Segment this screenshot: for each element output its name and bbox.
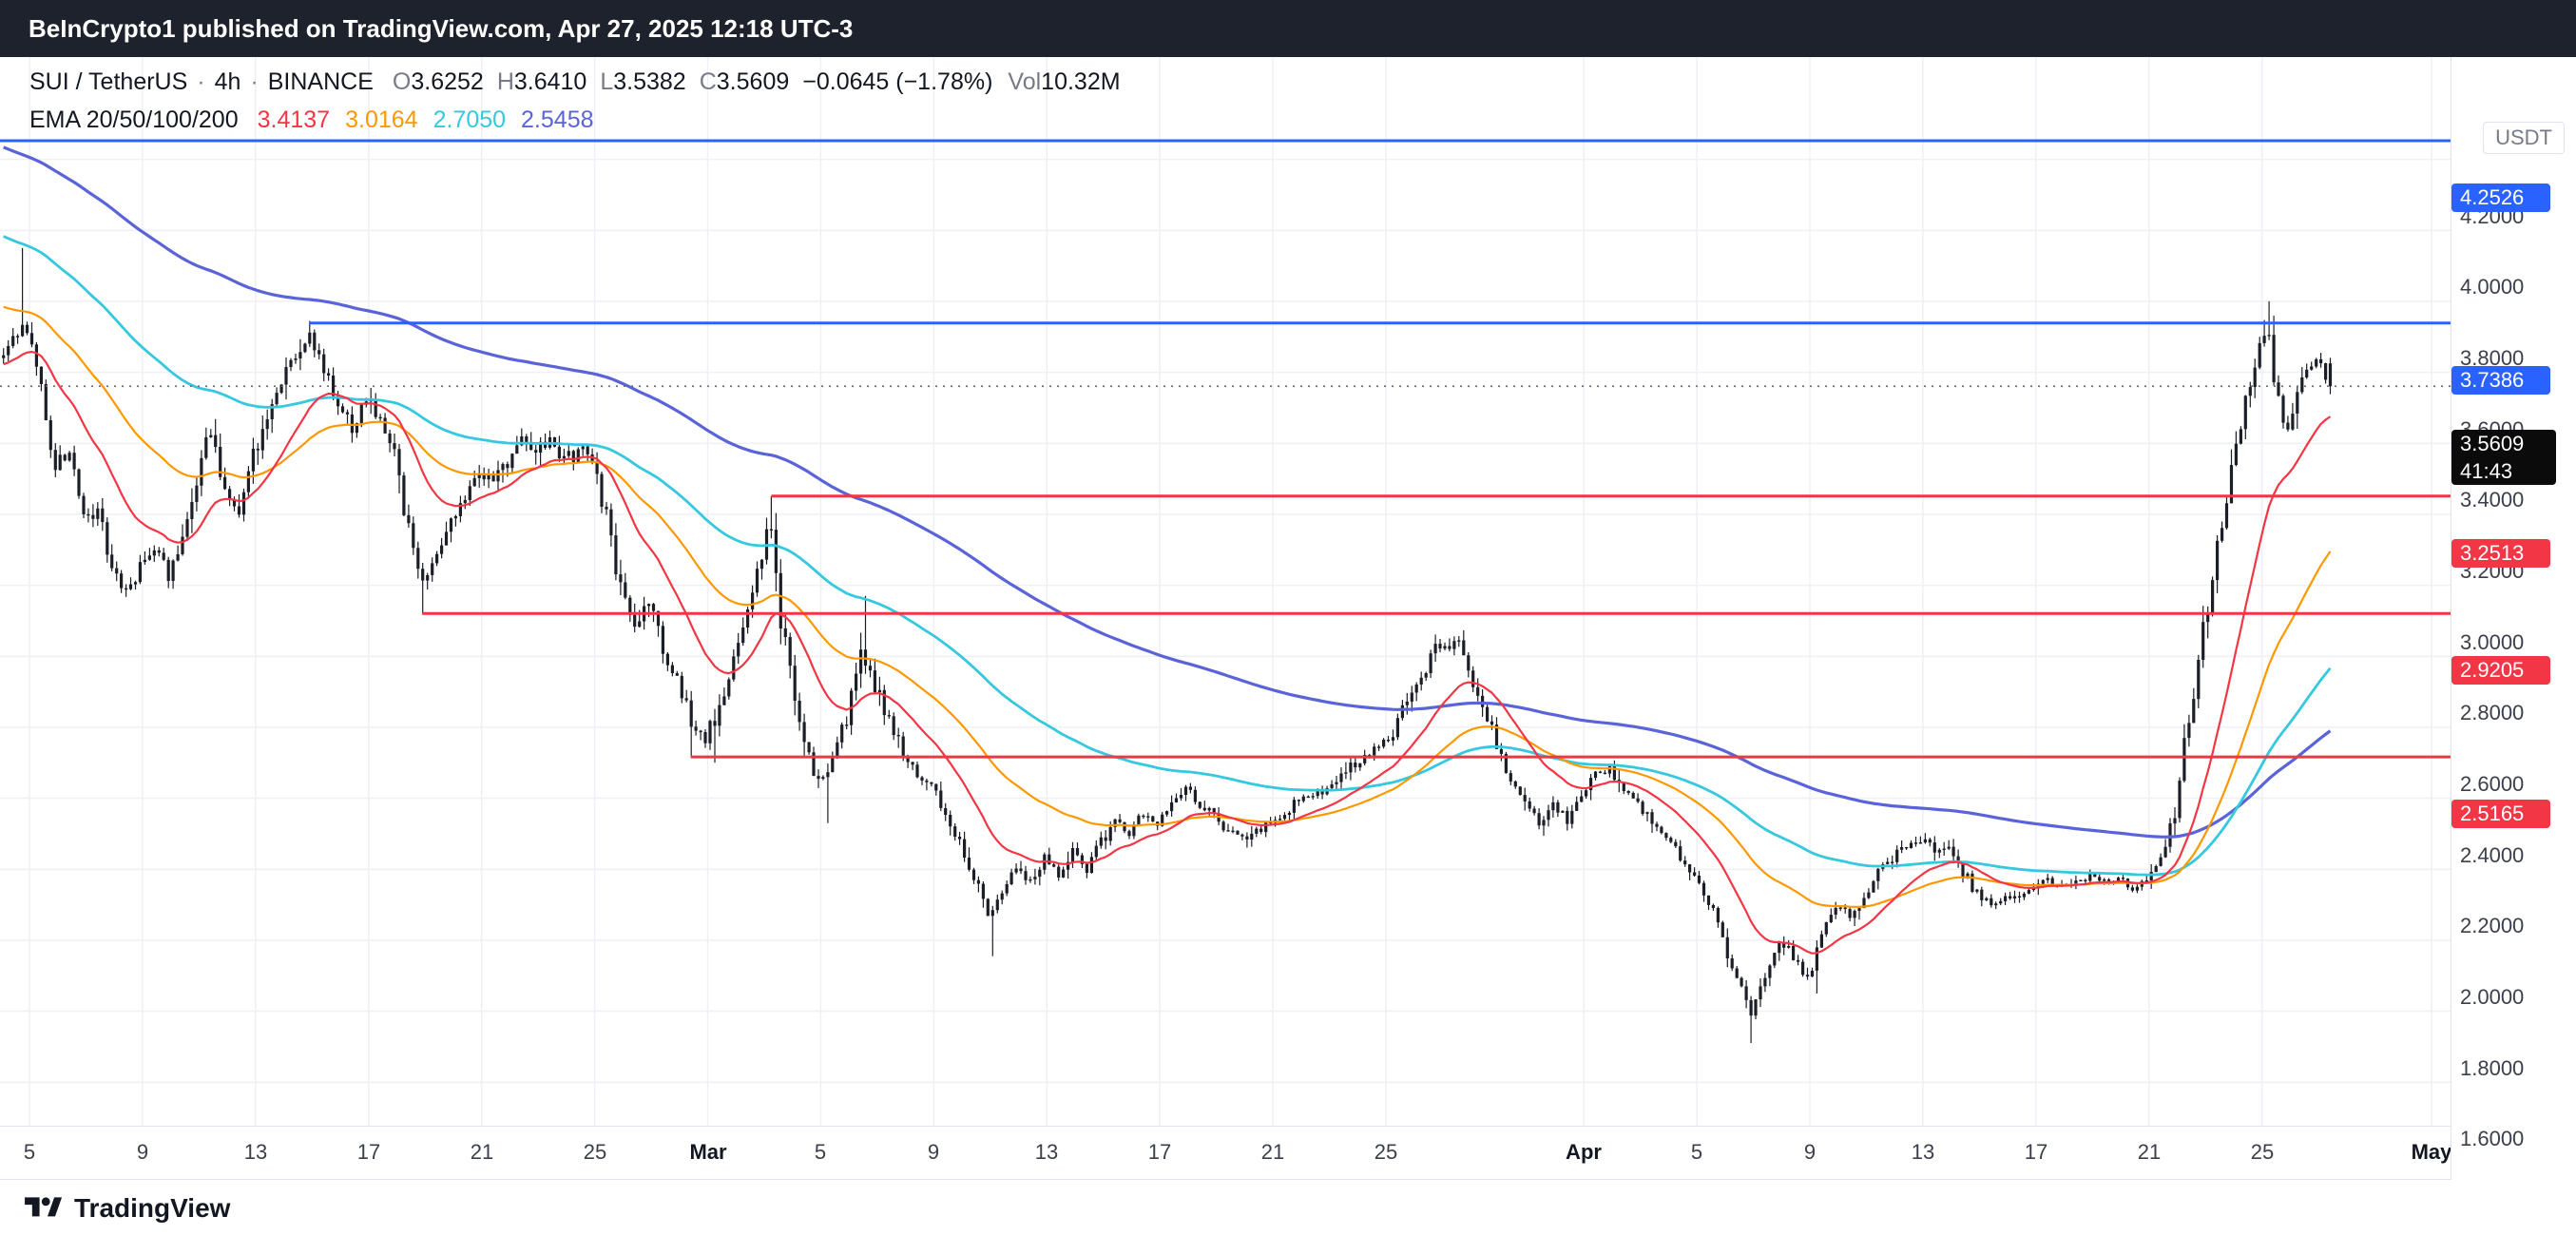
current-price-badge: 3.5609 41:43 <box>2451 430 2556 485</box>
interval-label[interactable]: 4h <box>214 68 241 95</box>
time-tick-label: 5 <box>814 1140 827 1164</box>
price-level-badge: 3.7386 <box>2451 366 2550 395</box>
price-level-badge: 2.5165 <box>2451 800 2550 828</box>
time-tick-label: Mar <box>689 1140 727 1164</box>
time-tick-label: May <box>2411 1140 2452 1164</box>
price-tick-label: 2.8000 <box>2460 701 2525 724</box>
price-level-badge: 2.9205 <box>2451 656 2550 685</box>
time-tick-label: 25 <box>1374 1140 1398 1164</box>
time-tick-label: 9 <box>136 1140 149 1164</box>
low-label: L <box>600 68 614 95</box>
time-axis[interactable]: 5 9 13 17 21 25 Mar 5 9 13 17 21 25 Apr 5 9 13 17 21 25 May <box>0 1126 2576 1179</box>
volume-label: Vol <box>1008 68 1042 95</box>
price-tick-label: 2.2000 <box>2460 914 2525 937</box>
time-tick-label: 21 <box>1260 1140 1285 1164</box>
time-tick-label: Apr <box>1566 1140 1602 1164</box>
time-tick-label: 21 <box>470 1140 494 1164</box>
price-tick-label: 2.4000 <box>2460 843 2525 867</box>
ema-indicator-label[interactable]: EMA 20/50/100/200 <box>29 106 239 133</box>
ema-50-line <box>3 305 2332 909</box>
price-tick-label: 3.8000 <box>2460 346 2525 370</box>
candlestick-plot[interactable] <box>0 57 2451 1126</box>
publish-title: BeInCrypto1 published on TradingView.com… <box>29 14 854 43</box>
ema-20-line <box>3 350 2332 955</box>
price-axis[interactable]: USDT 4.20004.00003.80003.60003.40003.200… <box>2451 114 2576 1183</box>
time-tick-label: 5 <box>23 1140 36 1164</box>
high-label: H <box>496 68 514 95</box>
low-value: 3.5382 <box>613 68 686 95</box>
chart-legend: SUI / TetherUS · 4h · BINANCE O3.6252 H3.6410 L… <box>29 63 1134 139</box>
ema200-value: 2.5458 <box>521 106 594 133</box>
ema20-value: 3.4137 <box>257 106 331 133</box>
close-value: 3.5609 <box>716 68 790 95</box>
price-tick-label: 3.0000 <box>2460 630 2525 654</box>
time-tick-label: 21 <box>2137 1140 2162 1164</box>
time-tick-label: 25 <box>583 1140 607 1164</box>
current-price-value: 3.5609 <box>2460 432 2525 455</box>
high-value: 3.6410 <box>513 68 587 95</box>
time-tick-label: 13 <box>243 1140 268 1164</box>
grid-lines <box>0 57 2451 1126</box>
ema100-value: 2.7050 <box>433 106 507 133</box>
footer-bar: TradingView <box>0 1179 2576 1236</box>
time-tick-label: 13 <box>1911 1140 1935 1164</box>
change-value: −0.0645 (−1.78%) <box>802 68 993 95</box>
exchange-label: BINANCE <box>267 68 374 95</box>
time-tick-label: 9 <box>1803 1140 1817 1164</box>
ema-indicator-row: EMA 20/50/100/200 3.4137 3.0164 2.7050 2.545… <box>29 101 1134 139</box>
ema-200-line <box>3 145 2332 839</box>
time-tick-label: 17 <box>356 1140 381 1164</box>
candles <box>2 247 2333 1044</box>
price-tick-label: 2.0000 <box>2460 985 2525 1009</box>
price-level-badge: 3.2513 <box>2451 539 2550 568</box>
price-tick-label: 4.0000 <box>2460 275 2525 299</box>
brand-name: TradingView <box>74 1192 231 1223</box>
price-level-badge: 4.2526 <box>2451 183 2550 212</box>
open-label: O <box>392 68 412 95</box>
ema50-value: 3.0164 <box>345 106 418 133</box>
chart-area[interactable]: SUI / TetherUS · 4h · BINANCE O3.6252 H3.6410 L… <box>0 57 2576 1183</box>
price-tick-label: 3.4000 <box>2460 488 2525 512</box>
open-value: 3.6252 <box>411 68 484 95</box>
tradingview-logo[interactable]: TradingView <box>25 1193 230 1224</box>
tradingview-logo-icon <box>25 1197 63 1217</box>
price-tick-label: 1.8000 <box>2460 1056 2525 1080</box>
time-tick-label: 17 <box>2024 1140 2048 1164</box>
close-label: C <box>699 68 717 95</box>
separator-dot: · <box>197 68 205 95</box>
separator-dot: · <box>250 68 259 95</box>
publish-header: BeInCrypto1 published on TradingView.com… <box>0 0 2576 57</box>
symbol-title[interactable]: SUI / TetherUS <box>29 68 188 95</box>
price-tick-label: 2.6000 <box>2460 772 2525 796</box>
ema-100-line <box>3 235 2332 877</box>
time-tick-label: 9 <box>927 1140 940 1164</box>
bar-countdown: 41:43 <box>2460 459 2513 483</box>
volume-value: 10.32M <box>1041 68 1121 95</box>
symbol-row: SUI / TetherUS · 4h · BINANCE O3.6252 H3.6410 L… <box>29 63 1134 101</box>
time-tick-label: 13 <box>1034 1140 1059 1164</box>
time-tick-label: 25 <box>2250 1140 2275 1164</box>
quote-currency-toggle[interactable]: USDT <box>2483 122 2565 154</box>
price-tick-label: 1.6000 <box>2460 1127 2525 1150</box>
time-tick-label: 5 <box>1690 1140 1703 1164</box>
time-tick-label: 17 <box>1147 1140 1172 1164</box>
